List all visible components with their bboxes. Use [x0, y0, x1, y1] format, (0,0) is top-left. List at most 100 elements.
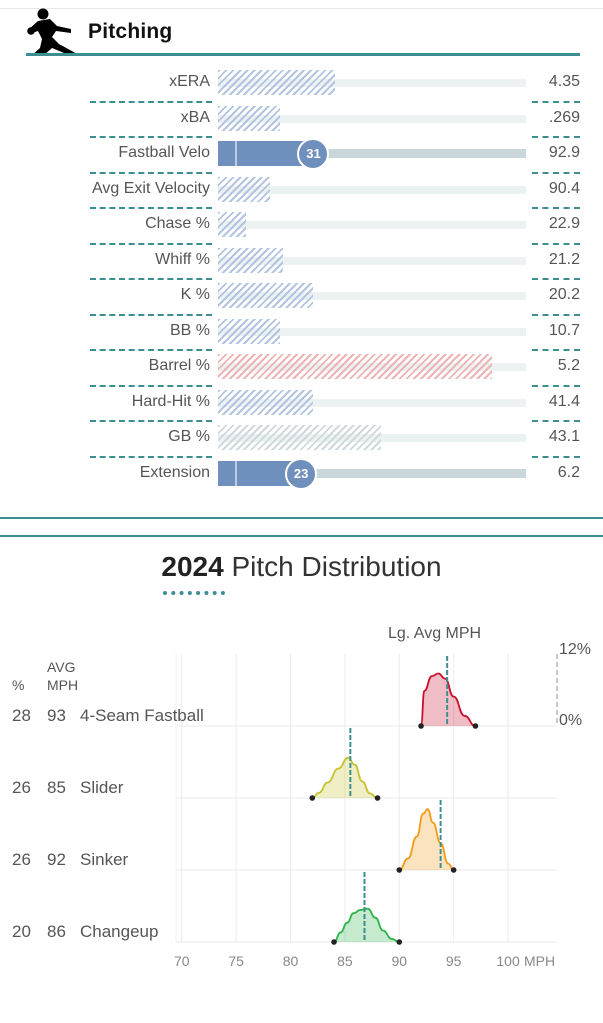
column-header-mph: MPH [47, 677, 78, 693]
pitch-name: Sinker [80, 850, 129, 869]
row-divider-right [532, 455, 580, 458]
row-divider-left [90, 349, 212, 351]
row-divider-right [532, 136, 580, 138]
range-max-dot [396, 939, 403, 945]
row-divider-left [90, 171, 212, 174]
metric-row: Chase % 22.9 [0, 207, 603, 243]
metric-track [218, 398, 526, 407]
row-divider-left [90, 136, 212, 138]
metric-track [218, 221, 526, 229]
range-max-dot [472, 723, 479, 729]
pitch-name: Changeup [80, 922, 158, 941]
range-min-dot [396, 867, 403, 873]
distribution-curve [420, 672, 476, 727]
row-divider-right [532, 384, 580, 387]
metric-bar [218, 70, 336, 95]
top-divider [0, 8, 603, 9]
metric-bar [218, 283, 314, 308]
row-divider-right [532, 100, 580, 103]
row-divider-left [90, 455, 212, 458]
x-tick-label: 75 [228, 953, 244, 969]
metric-row: Fastball Velo 31 92.9 [0, 136, 603, 172]
row-divider-left [90, 420, 212, 422]
legend-label: Lg. Avg MPH [388, 625, 481, 642]
x-tick-label: 95 [446, 953, 462, 969]
distribution-curve [312, 756, 378, 799]
distribution-title: 2024 Pitch Distribution [0, 551, 603, 583]
x-tick-label: 85 [337, 953, 353, 969]
row-divider-left [90, 207, 212, 209]
range-max-dot [450, 867, 457, 873]
metric-row: xERA 4.35 [0, 65, 603, 101]
percentile-badge: 23 [285, 457, 318, 490]
y-scale-min-label: 0% [559, 712, 582, 729]
metric-value: 10.7 [548, 321, 580, 339]
pitch-distribution-chart: 12% 0% Lg. Avg MPH% AVG MPH 28 93 4-Seam Fastba… [12, 625, 591, 969]
percentile-badge: 31 [297, 138, 330, 170]
metric-label: GB % [168, 428, 210, 445]
metric-value: 21.2 [548, 250, 580, 268]
metric-label: Avg Exit Velocity [92, 179, 210, 197]
metric-label: Hard-Hit % [131, 392, 210, 410]
title-underline [163, 591, 225, 595]
pitch-usage-pct: 26 [12, 778, 31, 797]
distribution-area [312, 757, 378, 798]
x-tick-label: 100 [496, 953, 520, 969]
metric-track [218, 185, 526, 194]
metric-label: Barrel % [148, 357, 210, 374]
metric-bar [218, 105, 280, 131]
pitch-usage-pct: 28 [12, 706, 31, 725]
row-divider-left [90, 384, 212, 387]
metric-bar [218, 354, 493, 379]
row-divider-right [532, 313, 580, 316]
section-divider-bottom [0, 535, 603, 537]
row-divider-left [90, 242, 212, 245]
metric-row: Barrel % 5.2 [0, 349, 603, 385]
metric-row: xBA .269 [0, 101, 603, 137]
row-divider-right [532, 278, 580, 280]
metric-label: Fastball Velo [118, 144, 210, 161]
pitch-avg-mph: 85 [47, 778, 66, 797]
metric-bar [218, 212, 246, 237]
metric-row: K % 20.2 [0, 278, 603, 314]
metric-row: Whiff % 21.2 [0, 243, 603, 279]
metric-bar [218, 247, 283, 273]
column-header-pct: % [12, 677, 24, 693]
metric-row: Avg Exit Velocity 90.4 [0, 172, 603, 208]
distribution-title-text: Pitch Distribution [223, 551, 442, 582]
metric-bar [218, 176, 271, 202]
metric-value: 20.2 [548, 286, 580, 303]
distribution-area [399, 809, 454, 870]
distribution-area [421, 673, 476, 726]
range-min-dot [418, 723, 424, 729]
metric-value: 43.1 [548, 428, 580, 445]
metric-track [218, 256, 526, 265]
metric-bar-tick [235, 141, 237, 166]
metric-track [218, 327, 526, 336]
metric-value: 22.9 [548, 215, 580, 232]
metric-row: BB % 10.7 [0, 314, 603, 350]
metric-label: Extension [139, 463, 210, 481]
distribution-title-year: 2024 [161, 551, 224, 582]
pitching-title: Pitching [88, 20, 173, 43]
row-divider-left [90, 100, 212, 103]
x-tick-label: 80 [283, 953, 299, 969]
row-divider-left [90, 313, 212, 316]
column-header-avg: AVG [47, 659, 76, 675]
metric-value: 6.2 [557, 463, 580, 481]
row-divider-right [532, 349, 580, 351]
metric-label: BB % [169, 321, 210, 339]
metric-bar [218, 389, 314, 415]
x-tick-label: 90 [391, 953, 407, 969]
row-divider-right [532, 207, 580, 209]
range-min-dot [331, 939, 337, 945]
pitch-usage-pct: 26 [12, 850, 31, 869]
metric-value: 4.35 [548, 73, 580, 90]
metric-bar-tick [235, 460, 237, 486]
range-max-dot [374, 795, 381, 801]
pitch-avg-mph: 92 [47, 850, 66, 869]
metric-label: Chase % [145, 215, 210, 232]
metric-row: Extension 23 6.2 [0, 456, 603, 492]
pitch-name: Slider [80, 778, 124, 797]
metric-label: K % [180, 286, 210, 303]
